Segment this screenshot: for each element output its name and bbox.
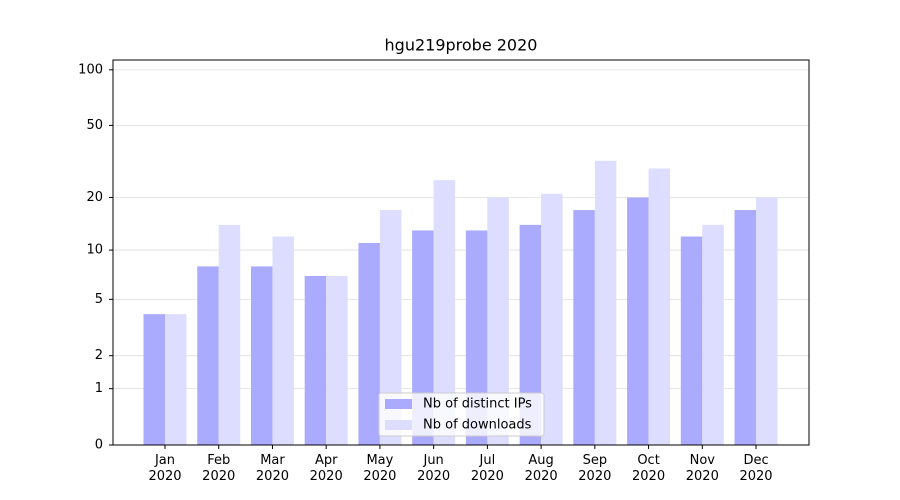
x-tick-label: Jan 2020 bbox=[148, 453, 182, 484]
bar bbox=[272, 236, 294, 445]
bar bbox=[218, 224, 241, 445]
bar bbox=[756, 197, 778, 445]
plot-frame bbox=[112, 59, 810, 446]
x-tick-label: May 2020 bbox=[363, 453, 397, 484]
bar bbox=[465, 230, 488, 445]
bar bbox=[487, 197, 509, 445]
legend-label: Nb of distinct IPs bbox=[423, 397, 532, 412]
x-tick-label: Feb 2020 bbox=[202, 453, 236, 484]
y-tick-label: 1 bbox=[95, 381, 103, 396]
bar bbox=[250, 266, 273, 445]
x-tick-label: Aug 2020 bbox=[524, 453, 558, 484]
x-tick-label: Sep 2020 bbox=[578, 453, 612, 484]
x-tick-label: Apr 2020 bbox=[309, 453, 343, 484]
bar bbox=[734, 210, 757, 445]
bar bbox=[304, 275, 327, 445]
bar bbox=[197, 266, 219, 445]
bar bbox=[143, 314, 165, 445]
bar bbox=[702, 224, 724, 445]
legend-box bbox=[378, 392, 545, 437]
bar bbox=[433, 180, 456, 445]
bar bbox=[412, 230, 434, 445]
bar bbox=[594, 160, 617, 445]
legend-label: Nb of downloads bbox=[423, 418, 532, 433]
legend-swatch bbox=[385, 399, 412, 409]
legend: Nb of distinct IPs Nb of downloads bbox=[378, 392, 545, 437]
x-tick-label: Nov 2020 bbox=[685, 453, 719, 484]
legend-swatch bbox=[385, 420, 412, 430]
y-tick-label: 2 bbox=[95, 348, 103, 363]
y-tick-label: 5 bbox=[95, 292, 103, 307]
y-tick-label: 0 bbox=[95, 438, 103, 453]
y-tick-label: 100 bbox=[78, 62, 103, 77]
bar bbox=[358, 243, 380, 445]
y-tick-label: 10 bbox=[86, 243, 103, 258]
bar bbox=[573, 210, 595, 445]
x-tick-label: Dec 2020 bbox=[739, 453, 773, 484]
bar bbox=[541, 193, 563, 445]
x-tick-label: Mar 2020 bbox=[255, 453, 289, 484]
chart-title: hgu219probe 2020 bbox=[385, 36, 538, 55]
bar bbox=[627, 197, 649, 445]
x-tick-label: Jun 2020 bbox=[417, 453, 451, 484]
y-tick-label: 50 bbox=[86, 118, 103, 133]
bar bbox=[519, 224, 542, 445]
y-tick-label: 20 bbox=[86, 190, 103, 205]
x-tick-label: Jul 2020 bbox=[470, 453, 504, 484]
bar bbox=[648, 168, 671, 445]
bar bbox=[680, 236, 703, 445]
bar bbox=[379, 210, 402, 445]
bar bbox=[326, 275, 348, 445]
x-tick-label: Oct 2020 bbox=[632, 453, 666, 484]
bar bbox=[165, 314, 187, 445]
